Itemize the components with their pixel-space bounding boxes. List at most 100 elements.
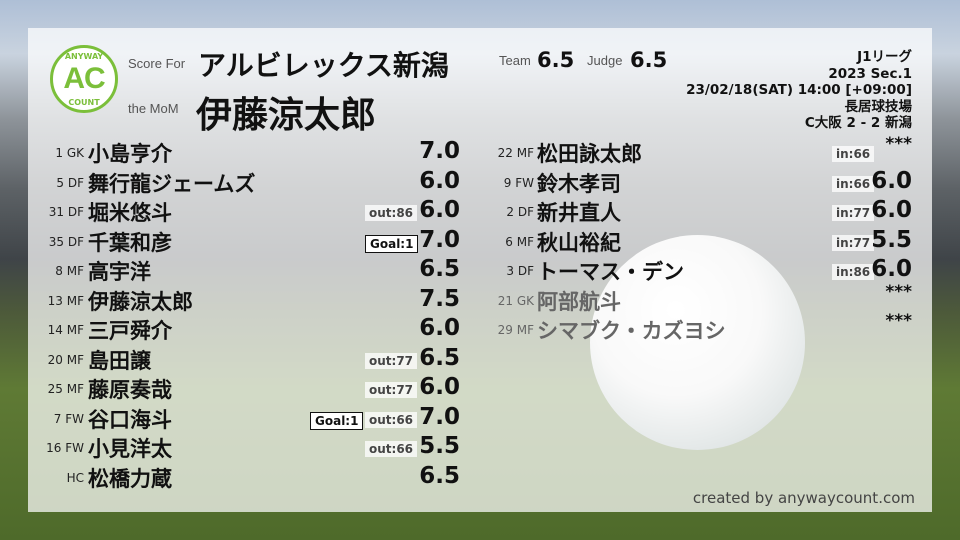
team-score: 6.5 (537, 48, 575, 72)
substitution-badge: in:77 (832, 234, 875, 251)
score-for-label: Score For (128, 56, 186, 71)
logo-bottom-text: COUNT (68, 98, 100, 107)
player-number-position: 1 GK (55, 146, 84, 160)
player-name: トーマス・デン (537, 260, 684, 284)
player-number-position: 8 MF (55, 264, 84, 278)
player-number-position: 31 DF (48, 205, 84, 219)
match-info: J1リーグ 2023 Sec.1 23/02/18(SAT) 14:00 [+0… (686, 49, 912, 132)
player-score: 5.5 (871, 226, 912, 253)
player-row: 31 DF 堀米悠斗 out:86 6.0 (0, 197, 480, 226)
player-score: 6.0 (419, 374, 460, 400)
player-name: 千葉和彦 (88, 230, 172, 255)
section: 2023 Sec.1 (828, 65, 912, 82)
player-name: 松橋力蔵 (88, 466, 172, 491)
player-name: 堀米悠斗 (88, 201, 172, 225)
player-number-position: HC (66, 470, 84, 485)
datetime: 23/02/18(SAT) 14:00 [+09:00] (686, 82, 912, 98)
mom-name: 伊藤涼太郎 (196, 95, 377, 136)
substitution-badge: out:66 (365, 441, 418, 457)
player-score: *** (885, 281, 912, 302)
player-number-position: 3 DF (506, 264, 534, 278)
player-name: 小島亨介 (88, 142, 172, 166)
player-row: 35 DF 千葉和彦 Goal:1 7.0 (0, 227, 480, 256)
player-row: 1 GK 小島亨介 7.0 (0, 138, 480, 167)
player-name: シマブク・カズヨシ (537, 319, 726, 343)
player-name: 伊藤涼太郎 (88, 289, 193, 314)
anywaycount-logo: ANYWAY AC COUNT (50, 45, 118, 113)
player-row: 20 MF 島田譲 out:77 6.5 (0, 345, 480, 374)
player-row: 9 FW 鈴木孝司 in:66 6.0 (480, 168, 912, 197)
player-name: 三戸舜介 (88, 319, 172, 343)
player-row: 8 MF 高宇洋 6.5 (0, 256, 480, 285)
player-score: 6.0 (871, 167, 912, 194)
player-score: 6.0 (419, 197, 460, 223)
player-score: 6.5 (419, 462, 460, 489)
player-score: 6.0 (871, 256, 912, 282)
player-row: 6 MF 秋山裕紀 in:77 5.5 (480, 227, 912, 256)
logo-main-text: AC (63, 62, 105, 95)
player-name: 藤原奏哉 (88, 378, 172, 402)
player-score: 6.5 (419, 256, 460, 282)
player-row: 14 MF 三戸舜介 6.0 (0, 315, 480, 344)
player-number-position: 13 MF (47, 293, 84, 308)
goal-badge: Goal:1 (310, 411, 364, 430)
player-name: 舞行龍ジェームズ (88, 171, 256, 196)
judge-score: 6.5 (630, 48, 668, 72)
player-row: 13 MF 伊藤涼太郎 7.5 (0, 286, 480, 315)
player-number-position: 7 FW (53, 411, 84, 426)
player-row: 22 MF 松田詠太郎 in:66 *** (480, 134, 912, 167)
player-number-position: 29 MF (497, 323, 534, 337)
player-score: 5.5 (419, 433, 460, 459)
credit-text: created by anywaycount.com (692, 489, 915, 507)
player-row: 3 DF トーマス・デン in:86 6.0 (480, 256, 912, 285)
substitution-badge: in:66 (832, 175, 875, 192)
club-name: アルビレックス新潟 (198, 49, 449, 82)
player-score: 6.0 (419, 315, 460, 341)
player-row: 5 DF 舞行龍ジェームズ 6.0 (0, 168, 480, 197)
player-number-position: 25 MF (47, 382, 84, 396)
judge-label: Judge (587, 53, 623, 68)
player-row: 7 FW 谷口海斗 Goal:1 out:66 7.0 (0, 404, 480, 433)
player-row: HC 松橋力蔵 6.5 (0, 463, 480, 492)
player-number-position: 22 MF (497, 146, 534, 160)
player-score: 7.0 (419, 138, 460, 164)
player-number-position: 21 GK (497, 293, 534, 308)
player-score: 7.5 (419, 285, 460, 312)
player-score: *** (885, 134, 912, 154)
substitution-badge: out:77 (365, 352, 418, 369)
player-number-position: 16 FW (46, 441, 84, 455)
player-row: 25 MF 藤原奏哉 out:77 6.0 (0, 374, 480, 403)
player-row: 2 DF 新井直人 in:77 6.0 (480, 197, 912, 226)
substitution-badge: out:66 (365, 411, 418, 428)
player-score: 6.0 (419, 167, 460, 194)
player-name: 谷口海斗 (88, 407, 172, 432)
player-score: *** (885, 311, 912, 331)
player-score: 7.0 (419, 403, 460, 430)
mom-label: the MoM (128, 101, 179, 116)
player-name: 島田譲 (88, 348, 151, 373)
player-score: 6.5 (419, 344, 460, 371)
result: C大阪 2 - 2 新潟 (804, 115, 912, 131)
player-row: 16 FW 小見洋太 out:66 5.5 (0, 433, 480, 462)
player-score: 6.0 (871, 197, 912, 223)
logo-top-text: ANYWAY (64, 52, 104, 61)
player-number-position: 2 DF (506, 205, 534, 219)
substitution-badge: out:86 (365, 205, 418, 221)
player-name: 新井直人 (537, 201, 621, 225)
player-row: 21 GK 阿部航斗 *** (480, 282, 912, 315)
player-score: 7.0 (419, 226, 460, 253)
substitution-badge: in:66 (832, 146, 875, 162)
player-name: 鈴木孝司 (537, 171, 621, 196)
substitution-badge: out:77 (365, 382, 418, 398)
score-panel (28, 28, 932, 512)
player-name: 小見洋太 (88, 437, 172, 461)
player-number-position: 35 DF (48, 234, 84, 249)
substitution-badge: in:86 (832, 264, 875, 280)
player-number-position: 9 FW (503, 175, 534, 190)
player-number-position: 5 DF (56, 175, 84, 190)
venue: 長居球技場 (844, 98, 913, 115)
substitution-badge: in:77 (832, 205, 875, 221)
player-name: 高宇洋 (88, 260, 151, 284)
player-number-position: 14 MF (47, 323, 84, 337)
goal-badge: Goal:1 (365, 234, 419, 253)
